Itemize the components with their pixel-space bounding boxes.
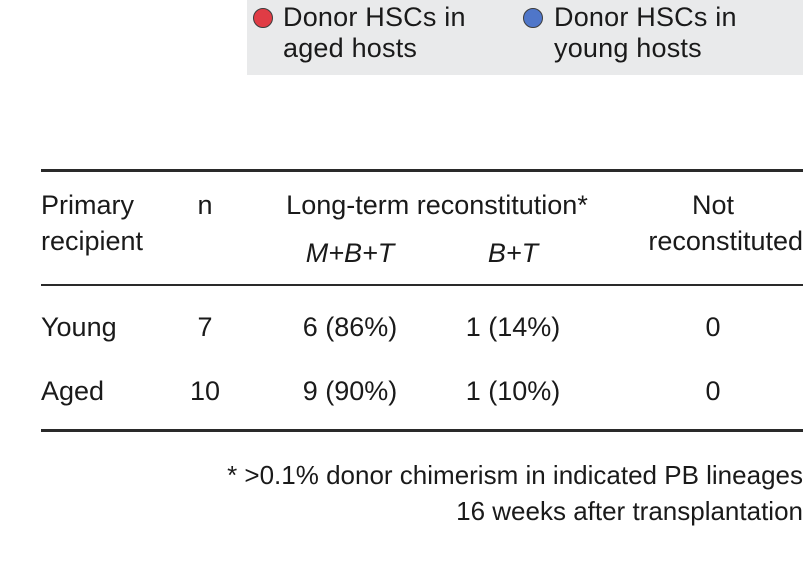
header-bt: B+T: [487, 238, 539, 268]
table-header-rule: [41, 284, 803, 286]
legend-label-line1: Donor HSCs in: [554, 2, 737, 32]
table-top-rule: [41, 169, 803, 172]
header-n: n: [197, 190, 213, 220]
row-mbt: 6 (86%): [302, 312, 398, 342]
legend-item-aged-hosts: Donor HSCs in aged hosts: [253, 2, 466, 64]
blue-dot-icon: [523, 8, 543, 28]
row-n: 10: [189, 376, 221, 406]
row-recipient: Aged: [41, 376, 105, 406]
row-not-reconstituted: 0: [705, 376, 721, 406]
footnote: * >0.1% donor chimerism in indicated PB …: [43, 457, 803, 529]
legend-label-line1: Donor HSCs in: [283, 2, 466, 32]
red-dot-icon: [253, 8, 273, 28]
row-not-reconstituted: 0: [705, 312, 721, 342]
footnote-line2: 16 weeks after transplantation: [456, 496, 803, 526]
row-recipient: Young: [41, 312, 117, 342]
header-not-line1: Not: [691, 190, 735, 220]
legend-label-line2: young hosts: [554, 33, 702, 63]
row-n: 7: [197, 312, 213, 342]
row-bt: 1 (14%): [465, 312, 561, 342]
header-long-term-reconstitution: Long-term reconstitution*: [286, 190, 588, 220]
legend-label-line2: aged hosts: [283, 33, 418, 63]
legend-item-young-hosts: Donor HSCs in young hosts: [523, 2, 737, 64]
row-mbt: 9 (90%): [302, 376, 398, 406]
header-mbt: M+B+T: [305, 238, 395, 268]
table-bottom-rule: [41, 429, 803, 432]
header-recipient-line2: recipient: [41, 226, 144, 256]
legend: Donor HSCs in aged hosts Donor HSCs in y…: [247, 0, 803, 75]
footnote-line1: * >0.1% donor chimerism in indicated PB …: [227, 460, 803, 490]
header-recipient-line1: Primary: [41, 190, 134, 220]
header-not-line2: reconstituted: [648, 226, 803, 256]
row-bt: 1 (10%): [465, 376, 561, 406]
